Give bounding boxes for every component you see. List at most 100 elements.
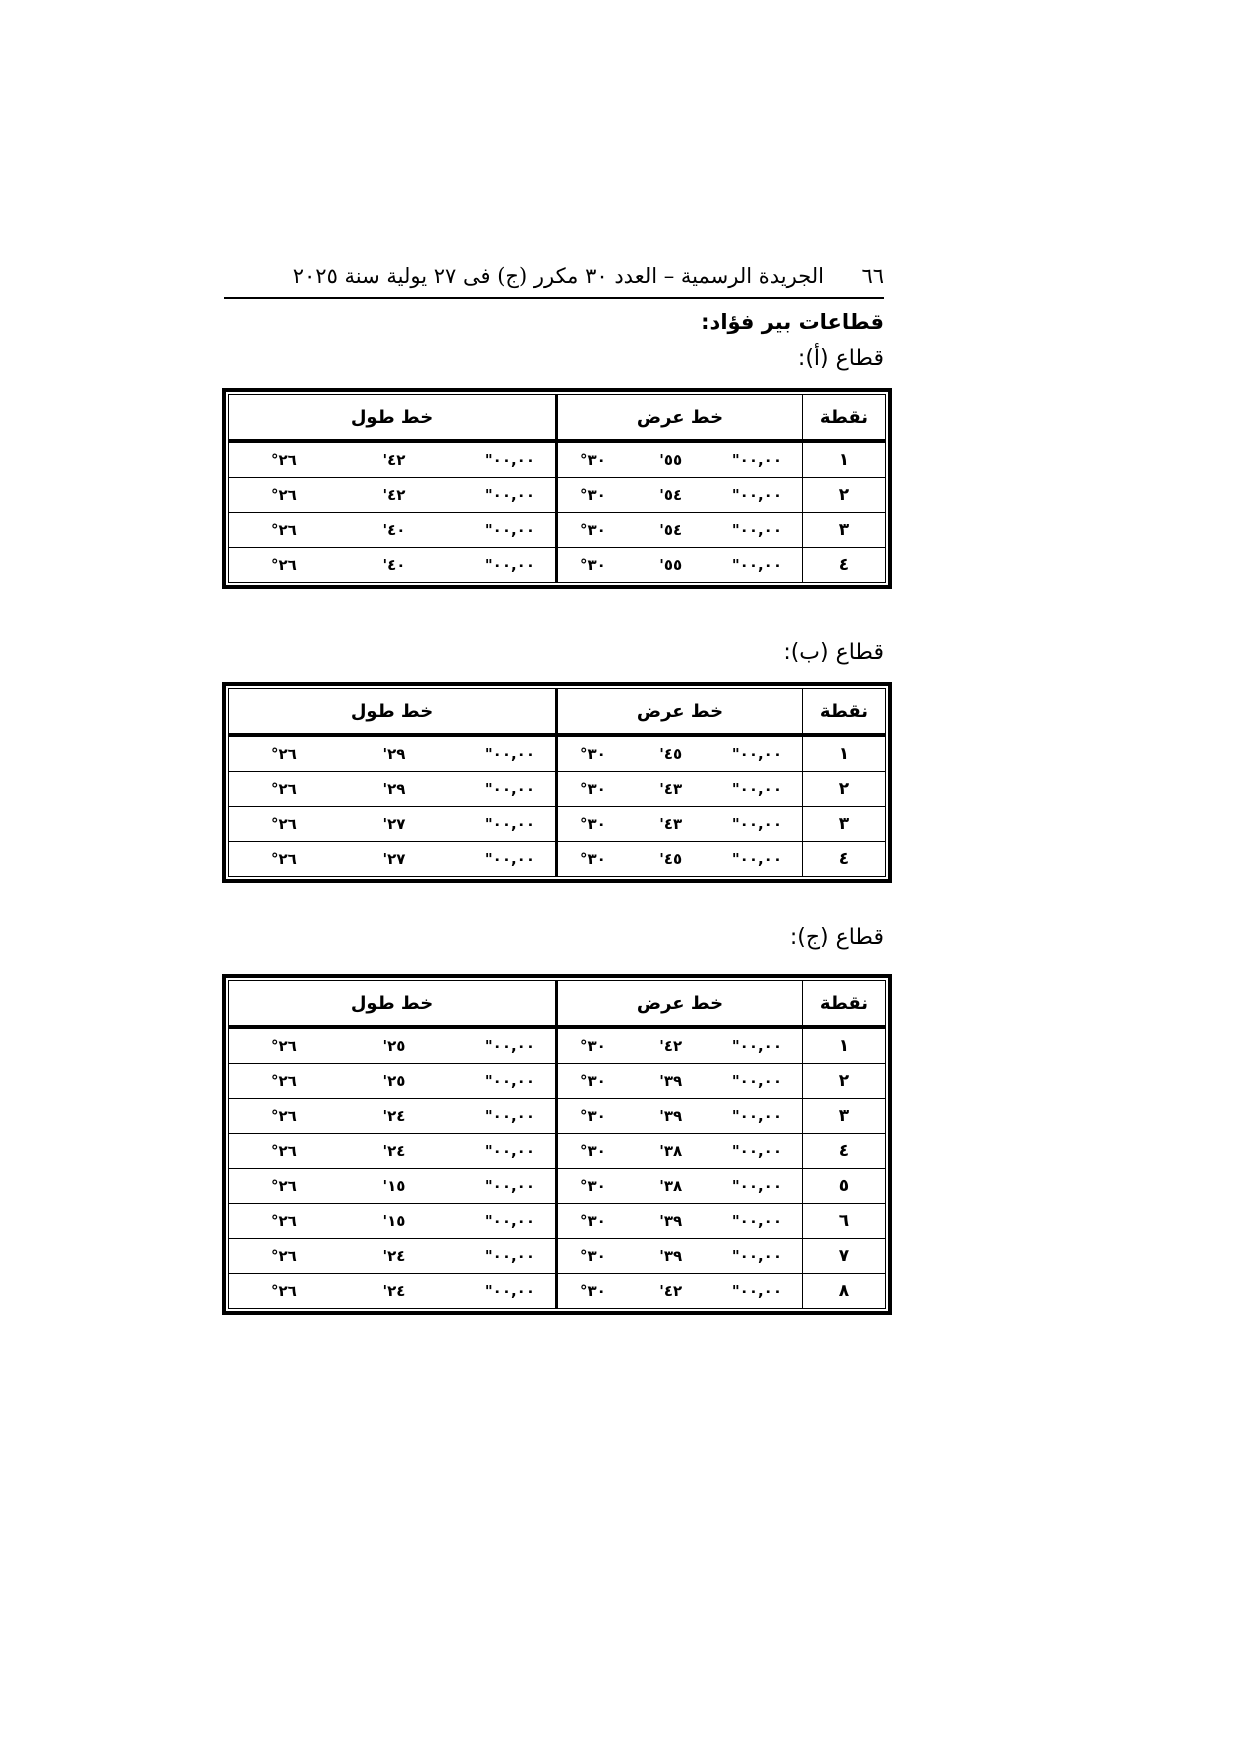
point-number: ٤ bbox=[802, 841, 886, 877]
point-number: ٥ bbox=[802, 1168, 886, 1204]
lat-cell: °٣٠ '٤٢ "٠٠,٠٠ bbox=[555, 1026, 803, 1064]
seconds: "٠٠,٠٠ bbox=[484, 1142, 535, 1160]
seconds: "٠٠,٠٠ bbox=[484, 745, 535, 763]
seconds: "٠٠,٠٠ bbox=[731, 556, 782, 574]
point-number: ٢ bbox=[802, 477, 886, 513]
page-header: ٦٦ الجريدة الرسمية – العدد ٣٠ مكرر (ج) ف… bbox=[224, 258, 884, 294]
point-number: ٣ bbox=[802, 1098, 886, 1134]
coordinates-table: نقطة خط عرض خط طول ١ °٣٠'٤٢ "٠٠,٠٠ °٢٦'٢٥ "٠٠,٠… bbox=[228, 980, 886, 1309]
table-header: نقطة خط عرض خط طول bbox=[228, 394, 886, 443]
degrees: °٢٦ bbox=[271, 815, 297, 833]
table-row: ٢ °٣٠ '٣٩ "٠٠,٠٠ °٢٦ '٢٥ "٠٠,٠٠ bbox=[228, 1063, 886, 1099]
lon-cell: °٢٦ '٤٠ "٠٠,٠٠ bbox=[228, 512, 557, 548]
lat-cell: °٣٠ '٤٣ "٠٠,٠٠ bbox=[555, 771, 803, 807]
lat-cell: °٣٠ '٣٩ "٠٠,٠٠ bbox=[555, 1098, 803, 1134]
table-row: ٥ °٣٠ '٣٨ "٠٠,٠٠ °٢٦ '١٥ "٠٠,٠٠ bbox=[228, 1168, 886, 1204]
coordinates-table: نقطة خط عرض خط طول ١ °٣٠'٤٥ "٠٠,٠٠ °٢٦'٢٩ "٠٠,٠… bbox=[228, 688, 886, 877]
degrees: °٢٦ bbox=[271, 451, 297, 469]
seconds: "٠٠,٠٠ bbox=[731, 486, 782, 504]
minutes: '٤٢ bbox=[382, 486, 406, 504]
degrees: °٣٠ bbox=[580, 1282, 606, 1300]
degrees: °٢٦ bbox=[271, 850, 297, 868]
degrees: °٢٦ bbox=[271, 1072, 297, 1090]
lon-cell: °٢٦ '٤٢ "٠٠,٠٠ bbox=[228, 440, 557, 478]
lat-cell: °٣٠ '٤٥ "٠٠,٠٠ bbox=[555, 734, 803, 772]
table-row: ٢ °٣٠ '٤٣ "٠٠,٠٠ °٢٦ '٢٩ "٠٠,٠٠ bbox=[228, 771, 886, 807]
header-lon: خط طول bbox=[228, 394, 557, 443]
point-number: ٦ bbox=[802, 1203, 886, 1239]
seconds: "٠٠,٠٠ bbox=[731, 815, 782, 833]
seconds: "٠٠,٠٠ bbox=[484, 815, 535, 833]
degrees: °٣٠ bbox=[580, 1212, 606, 1230]
minutes: '٢٥ bbox=[382, 1037, 406, 1055]
lon-cell: °٢٦ '٤٠ "٠٠,٠٠ bbox=[228, 547, 557, 583]
header-point: نقطة bbox=[802, 688, 886, 737]
degrees: °٢٦ bbox=[271, 745, 297, 763]
sector-table: نقطة خط عرض خط طول ١ °٣٠'٤٢ "٠٠,٠٠ °٢٦'٢٥ "٠٠,٠… bbox=[222, 974, 892, 1315]
degrees: °٣٠ bbox=[580, 745, 606, 763]
lon-cell: °٢٦ '١٥ "٠٠,٠٠ bbox=[228, 1203, 557, 1239]
seconds: "٠٠,٠٠ bbox=[484, 1177, 535, 1195]
seconds: "٠٠,٠٠ bbox=[731, 451, 782, 469]
degrees: °٣٠ bbox=[580, 815, 606, 833]
header-lon: خط طول bbox=[228, 688, 557, 737]
lat-cell: °٣٠ '٣٩ "٠٠,٠٠ bbox=[555, 1203, 803, 1239]
seconds: "٠٠,٠٠ bbox=[731, 521, 782, 539]
minutes: '٢٥ bbox=[382, 1072, 406, 1090]
minutes: '٤٣ bbox=[659, 780, 683, 798]
table-header: نقطة خط عرض خط طول bbox=[228, 688, 886, 737]
lat-cell: °٣٠ '٤٣ "٠٠,٠٠ bbox=[555, 806, 803, 842]
seconds: "٠٠,٠٠ bbox=[484, 1037, 535, 1055]
minutes: '٤٠ bbox=[382, 521, 406, 539]
minutes: '٥٥ bbox=[659, 451, 683, 469]
lon-cell: °٢٦ '٢٧ "٠٠,٠٠ bbox=[228, 806, 557, 842]
minutes: '٣٩ bbox=[659, 1107, 683, 1125]
seconds: "٠٠,٠٠ bbox=[731, 1037, 782, 1055]
lon-cell: °٢٦ '٤٢ "٠٠,٠٠ bbox=[228, 477, 557, 513]
minutes: '٢٩ bbox=[382, 780, 406, 798]
degrees: °٣٠ bbox=[580, 1177, 606, 1195]
degrees: °٣٠ bbox=[580, 850, 606, 868]
minutes: '٤٣ bbox=[659, 815, 683, 833]
lon-cell: °٢٦ '٢٤ "٠٠,٠٠ bbox=[228, 1098, 557, 1134]
lat-cell: °٣٠ '٤٥ "٠٠,٠٠ bbox=[555, 841, 803, 877]
header-point: نقطة bbox=[802, 980, 886, 1029]
point-number: ٣ bbox=[802, 512, 886, 548]
minutes: '٣٩ bbox=[659, 1247, 683, 1265]
lat-cell: °٣٠ '٥٤ "٠٠,٠٠ bbox=[555, 477, 803, 513]
minutes: '٥٤ bbox=[659, 486, 683, 504]
degrees: °٢٦ bbox=[271, 1282, 297, 1300]
degrees: °٢٦ bbox=[271, 780, 297, 798]
seconds: "٠٠,٠٠ bbox=[731, 1107, 782, 1125]
lon-cell: °٢٦ '٢٤ "٠٠,٠٠ bbox=[228, 1133, 557, 1169]
minutes: '٢٤ bbox=[382, 1282, 406, 1300]
minutes: '٤٥ bbox=[659, 745, 683, 763]
lon-cell: °٢٦ '٢٩ "٠٠,٠٠ bbox=[228, 771, 557, 807]
lat-cell: °٣٠ '٣٩ "٠٠,٠٠ bbox=[555, 1063, 803, 1099]
point-number: ٧ bbox=[802, 1238, 886, 1274]
header-point: نقطة bbox=[802, 394, 886, 443]
minutes: '٢٩ bbox=[382, 745, 406, 763]
degrees: °٣٠ bbox=[580, 521, 606, 539]
degrees: °٢٦ bbox=[271, 1247, 297, 1265]
table-row: ٧ °٣٠ '٣٩ "٠٠,٠٠ °٢٦ '٢٤ "٠٠,٠٠ bbox=[228, 1238, 886, 1274]
minutes: '٤٢ bbox=[659, 1037, 683, 1055]
page-number: ٦٦ bbox=[861, 264, 884, 288]
lat-cell: °٣٠ '٥٤ "٠٠,٠٠ bbox=[555, 512, 803, 548]
lat-cell: °٣٠ '٣٨ "٠٠,٠٠ bbox=[555, 1133, 803, 1169]
lat-cell: °٣٠ '٥٥ "٠٠,٠٠ bbox=[555, 547, 803, 583]
minutes: '٢٤ bbox=[382, 1142, 406, 1160]
degrees: °٣٠ bbox=[580, 1107, 606, 1125]
table-row: ٨ °٣٠ '٤٢ "٠٠,٠٠ °٢٦ '٢٤ "٠٠,٠٠ bbox=[228, 1273, 886, 1309]
lon-cell: °٢٦ '٢٥ "٠٠,٠٠ bbox=[228, 1063, 557, 1099]
degrees: °٣٠ bbox=[580, 1247, 606, 1265]
sector-table: نقطة خط عرض خط طول ١ °٣٠'٤٥ "٠٠,٠٠ °٢٦'٢٩ "٠٠,٠… bbox=[222, 682, 892, 883]
sector-label: قطاع (أ): bbox=[797, 346, 884, 371]
minutes: '٥٤ bbox=[659, 521, 683, 539]
lat-cell: °٣٠ '٣٨ "٠٠,٠٠ bbox=[555, 1168, 803, 1204]
degrees: °٢٦ bbox=[271, 521, 297, 539]
minutes: '٤٢ bbox=[659, 1282, 683, 1300]
minutes: '٢٤ bbox=[382, 1247, 406, 1265]
sector-table: نقطة خط عرض خط طول ١ °٣٠'٥٥ "٠٠,٠٠ °٢٦'٤٢ "٠٠,٠… bbox=[222, 388, 892, 589]
seconds: "٠٠,٠٠ bbox=[484, 451, 535, 469]
